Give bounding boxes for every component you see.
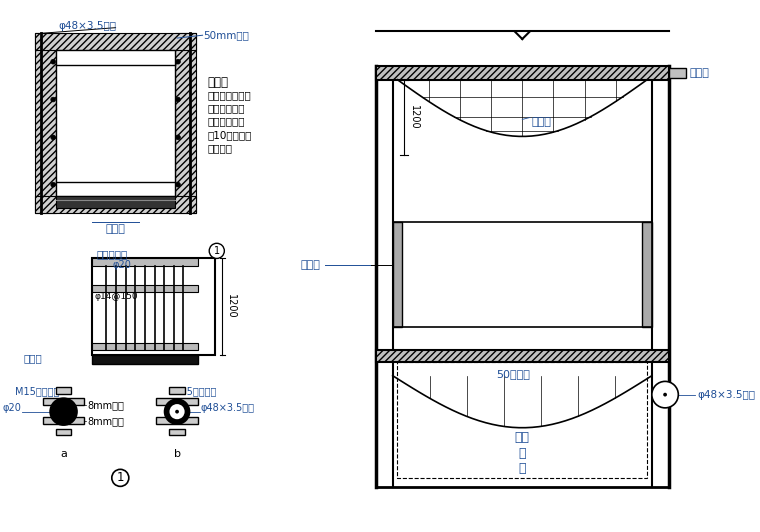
Text: M15膨胀螺栓: M15膨胀螺栓	[173, 386, 217, 396]
Circle shape	[176, 135, 180, 140]
Text: 钢筋铁栅门: 钢筋铁栅门	[97, 249, 128, 259]
Bar	[35, 34, 196, 51]
Circle shape	[663, 393, 667, 396]
Text: 防护门: 防护门	[106, 225, 125, 235]
Text: 防护门: 防护门	[300, 260, 320, 270]
Text: 1200: 1200	[409, 105, 419, 130]
Text: 说明：: 说明：	[207, 76, 228, 89]
Circle shape	[51, 97, 55, 102]
Text: 50mm间隙: 50mm间隙	[204, 30, 249, 40]
Bar	[157, 398, 198, 405]
Bar	[56, 196, 175, 209]
Bar	[169, 387, 185, 394]
Bar	[175, 34, 196, 213]
Circle shape	[175, 410, 179, 413]
Bar	[642, 222, 652, 327]
Circle shape	[176, 60, 180, 64]
Text: 于10米）设一: 于10米）设一	[207, 130, 252, 140]
Circle shape	[50, 398, 77, 425]
Text: 穿脚手架管；: 穿脚手架管；	[207, 103, 245, 113]
Circle shape	[209, 243, 224, 259]
Text: φ20: φ20	[2, 403, 21, 413]
Text: b: b	[173, 450, 181, 460]
Text: φ48×3.5钢管: φ48×3.5钢管	[59, 21, 116, 31]
Text: φ48×3.5钢管: φ48×3.5钢管	[697, 389, 755, 400]
Text: 50厚木板: 50厚木板	[496, 369, 530, 379]
Bar	[56, 51, 175, 196]
Bar	[56, 387, 71, 394]
Text: M15膨胀螺栓: M15膨胀螺栓	[15, 386, 59, 396]
Circle shape	[652, 381, 679, 408]
Bar	[393, 222, 652, 327]
Circle shape	[165, 400, 189, 424]
Bar	[669, 68, 686, 78]
Bar	[92, 259, 198, 266]
Text: a: a	[60, 450, 67, 460]
Text: 1: 1	[214, 246, 220, 256]
Bar	[157, 417, 198, 424]
Text: 踢脚板: 踢脚板	[24, 353, 43, 363]
Bar	[375, 66, 669, 80]
Circle shape	[51, 135, 55, 140]
Bar	[35, 196, 196, 213]
Bar	[169, 429, 185, 435]
Bar	[43, 398, 84, 405]
Bar	[92, 355, 198, 364]
Text: 8mm钢板: 8mm钢板	[87, 400, 124, 410]
Circle shape	[51, 60, 55, 64]
Circle shape	[176, 97, 180, 102]
Bar	[393, 222, 402, 327]
Text: 坑: 坑	[518, 462, 526, 475]
Text: 8mm钢板: 8mm钢板	[87, 416, 124, 426]
Bar	[56, 429, 71, 435]
Circle shape	[176, 182, 180, 187]
Text: φ14@150: φ14@150	[95, 293, 138, 302]
Bar	[92, 259, 215, 355]
Bar	[35, 34, 56, 213]
Circle shape	[169, 404, 185, 419]
Text: 1: 1	[116, 471, 124, 484]
Bar	[92, 285, 198, 293]
Text: 每二层（不大: 每二层（不大	[207, 117, 245, 127]
Text: 井: 井	[518, 447, 526, 460]
Bar	[92, 343, 198, 350]
Bar	[375, 350, 669, 362]
Text: 道安全网: 道安全网	[207, 143, 233, 153]
Text: φ20: φ20	[112, 260, 131, 270]
Text: 安全网: 安全网	[532, 118, 552, 128]
Circle shape	[112, 469, 129, 486]
Text: 在墙上预留孔，: 在墙上预留孔，	[207, 90, 251, 100]
Circle shape	[51, 182, 55, 187]
Text: 1200: 1200	[226, 294, 236, 319]
Text: φ48×3.5钢管: φ48×3.5钢管	[201, 403, 255, 413]
Bar	[397, 362, 647, 478]
Text: 施工层: 施工层	[689, 68, 710, 78]
Text: 电梯: 电梯	[515, 430, 530, 444]
Bar	[43, 417, 84, 424]
